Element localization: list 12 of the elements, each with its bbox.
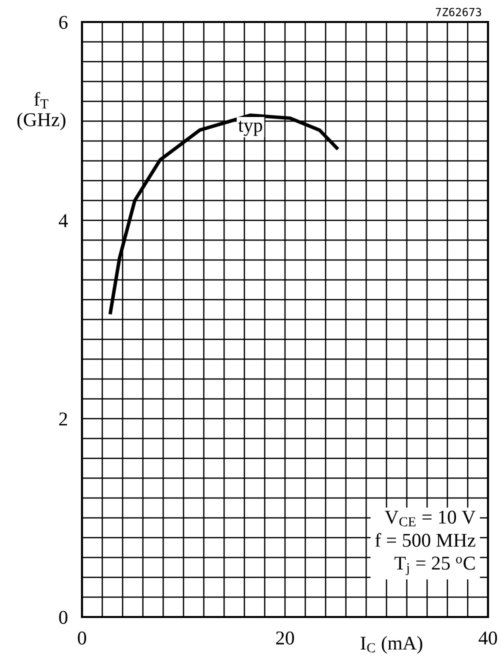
x-axis-title: I$_{C}$ (mA) <box>360 636 422 654</box>
x-tick-label: 40 <box>478 631 497 645</box>
y-tick-label: 0 <box>59 610 68 624</box>
y-tick-label: 2 <box>59 412 68 426</box>
text: 7Z62673 <box>436 8 482 16</box>
x-tick-label: 0 <box>78 631 86 645</box>
x-tick-label: 20 <box>276 631 294 645</box>
annotation: typ <box>238 120 262 136</box>
text: V$_{CE}$ = 10 V f = 500 MHz T$_{j}$ = 25 $^{o}$C <box>375 510 476 576</box>
y-axis-title: f$_{T}$ (GHz) <box>17 92 66 130</box>
y-tick-label: 4 <box>58 214 68 228</box>
y-tick-label: 6 <box>59 16 68 29</box>
